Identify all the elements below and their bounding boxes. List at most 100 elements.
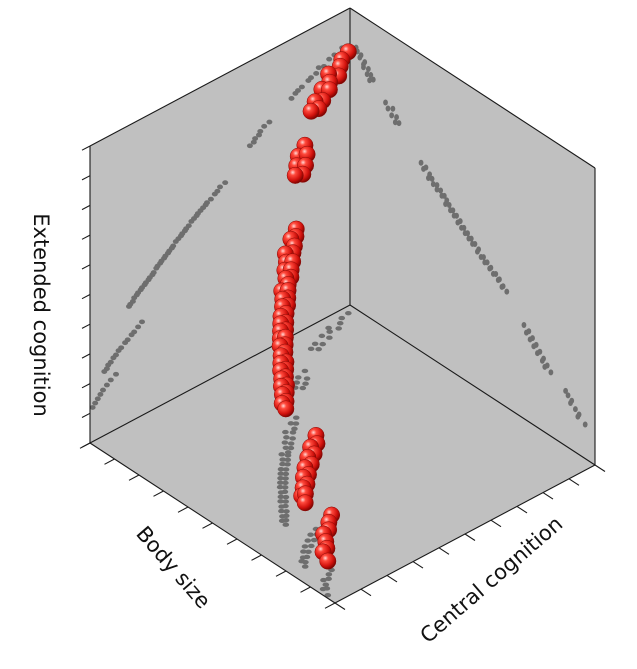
- left-wall-projection-point: [305, 78, 312, 83]
- floor-projection-point: [289, 436, 296, 441]
- floor-projection-point: [281, 485, 289, 490]
- left-wall-projection-point: [89, 405, 96, 410]
- floor-projection-point: [287, 421, 295, 426]
- floor-projection-point: [301, 368, 309, 374]
- left-wall-projection-point: [115, 348, 122, 353]
- floor-projection-point: [325, 576, 332, 582]
- left-wall-projection-point: [313, 71, 320, 76]
- floor-projection-point: [282, 494, 290, 500]
- right-wall-projection-point: [527, 336, 533, 343]
- left-wall-projection-point: [103, 382, 110, 388]
- floor-projection-point: [307, 532, 314, 537]
- floor-projection-point: [292, 415, 300, 420]
- left-wall-projection-point: [92, 400, 99, 406]
- x-axis-tick: [412, 561, 424, 569]
- floor-projection-point: [298, 559, 305, 564]
- left-wall-projection-point: [252, 136, 259, 141]
- right-wall-projection-point: [575, 413, 581, 420]
- z-axis-tick: [81, 412, 91, 418]
- floor-projection-point: [283, 509, 290, 514]
- left-wall-projection-point: [211, 191, 218, 197]
- floor-projection-point: [277, 467, 285, 472]
- left-wall-projection-point: [288, 96, 295, 101]
- right-wall-projection-point: [446, 201, 452, 208]
- floor-projection-point: [277, 499, 284, 504]
- y-axis-tick: [300, 586, 311, 593]
- floor-projection-point: [320, 577, 327, 583]
- right-wall-projection-point: [524, 329, 529, 336]
- floor-projection-point: [277, 494, 285, 500]
- floor-projection-point: [278, 452, 286, 457]
- z-axis-tick: [81, 294, 91, 300]
- floor-projection-point: [279, 457, 287, 462]
- y-axis-tick: [104, 458, 115, 465]
- floor-projection-point: [279, 461, 286, 467]
- floor-projection-point: [282, 429, 289, 435]
- left-wall-projection-point: [222, 180, 229, 186]
- left-wall-projection-point: [207, 196, 214, 202]
- right-wall-projection-point: [357, 54, 363, 61]
- floor-projection-point: [281, 440, 289, 445]
- floor-projection-point: [282, 471, 290, 477]
- z-axis-tick: [81, 442, 91, 448]
- floor-projection-point: [277, 475, 284, 481]
- floor-projection-point: [319, 586, 327, 592]
- left-wall-projection-point: [261, 123, 268, 129]
- right-wall-projection-point: [563, 387, 568, 394]
- floor-projection-point: [282, 499, 290, 504]
- left-wall-projection-point: [250, 139, 257, 145]
- right-wall-projection-point: [434, 182, 440, 189]
- right-wall-projection-point: [426, 175, 431, 181]
- floor-projection-point: [278, 518, 286, 524]
- right-wall-projection-point: [548, 369, 554, 376]
- floor-projection-point: [308, 543, 315, 549]
- right-wall-projection-point: [455, 219, 461, 226]
- right-wall-projection-point: [370, 76, 376, 83]
- floor-projection-point: [284, 457, 292, 463]
- right-wall-projection-point: [396, 120, 402, 127]
- right-wall-projection-point: [394, 114, 399, 121]
- floor-projection-point: [282, 467, 290, 472]
- floor-projection-point: [338, 315, 346, 321]
- floor-projection-point: [311, 341, 319, 346]
- floor-projection-point: [276, 484, 284, 490]
- left-wall-projection-point: [100, 387, 106, 393]
- floor-projection-point: [325, 325, 332, 331]
- floor-projection-point: [282, 445, 290, 450]
- right-wall-projection-point: [439, 192, 445, 199]
- floor-projection-point: [289, 430, 297, 435]
- left-wall-projection-point: [135, 324, 142, 330]
- floor-projection-point: [299, 385, 307, 391]
- right-wall-projection-point: [367, 77, 372, 84]
- right-wall-projection-point: [499, 283, 505, 290]
- right-wall-projection-point: [462, 230, 468, 237]
- right-wall-projection-point: [364, 71, 370, 78]
- data-point: [302, 102, 320, 120]
- floor-projection-point: [303, 376, 311, 381]
- floor-projection-point: [278, 508, 285, 514]
- x-axis-tick: [334, 602, 346, 610]
- z-axis-tick: [81, 323, 91, 329]
- left-wall-projection-point: [113, 371, 119, 377]
- left-wall-projection-point: [139, 319, 145, 325]
- right-wall-projection-point: [421, 165, 426, 172]
- right-wall-projection-point: [466, 235, 472, 242]
- floor-projection-point: [278, 504, 285, 509]
- left-wall-projection-point: [131, 295, 138, 301]
- z-axis-tick: [81, 175, 91, 181]
- right-wall-projection-point: [365, 66, 371, 73]
- floor-projection-point: [299, 555, 307, 560]
- frame-edge: [349, 304, 596, 466]
- y-axis-tick: [324, 602, 336, 609]
- left-wall-projection-point: [101, 369, 108, 374]
- z-axis-tick: [81, 204, 91, 211]
- right-wall-projection-point: [385, 105, 391, 112]
- floor-projection-point: [282, 522, 290, 527]
- floor-projection-point: [279, 514, 286, 519]
- right-wall-projection-point: [448, 207, 453, 214]
- data-point: [286, 166, 304, 184]
- floor-projection-point: [284, 462, 291, 467]
- floor-projection-point: [284, 453, 292, 458]
- y-axis-tick: [275, 570, 287, 577]
- left-wall-projection-point: [292, 91, 299, 96]
